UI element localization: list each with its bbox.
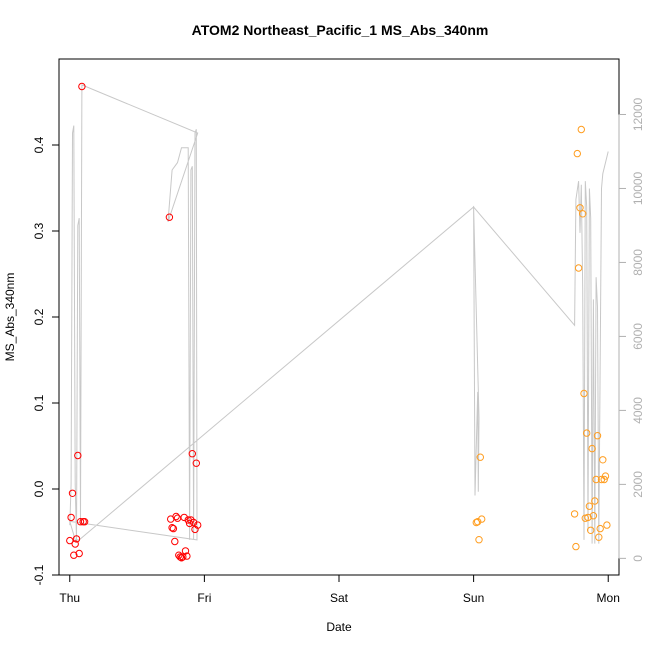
data-point-s1-8 [75, 549, 83, 558]
data-point-s2-12 [579, 210, 587, 218]
data-point-s2-1 [472, 518, 480, 527]
y2-tick-label: 12000 [631, 97, 645, 131]
y-tick-label: 0.4 [32, 136, 46, 153]
data-point-s1-10 [78, 82, 86, 91]
x-axis: Thu Fri Sat Sun Mon [59, 574, 620, 605]
y-tick-label: 0.2 [32, 308, 46, 325]
x-tick-label: Sat [330, 591, 349, 605]
data-point-s1-2 [67, 513, 75, 522]
data-point-s1-34 [194, 521, 202, 529]
data-point-s1-17 [171, 537, 179, 546]
data-point-s2-28 [600, 475, 608, 484]
y2-tick-label: 4000 [631, 397, 645, 424]
data-point-s1-30 [188, 450, 197, 458]
data-point-s2-20 [589, 512, 598, 520]
y2-tick-label: 8000 [631, 249, 645, 276]
data-point-s1-16 [169, 524, 178, 533]
x-tick-label: Sun [463, 591, 484, 605]
y-tick-label: 0.3 [32, 222, 46, 239]
data-point-s2-21 [591, 497, 599, 505]
y-tick-label: 0.0 [32, 480, 46, 497]
data-point-s2-23 [593, 432, 602, 440]
data-point-s1-26 [183, 552, 191, 560]
data-point-s2-16 [584, 513, 592, 522]
data-point-s2-27 [599, 456, 607, 464]
data-point-s1-1 [66, 536, 74, 545]
data-point-s2-29 [601, 472, 610, 480]
data-point-s1-31 [189, 518, 198, 527]
data-point-s2-6 [570, 510, 579, 518]
data-point-s2-2 [474, 518, 482, 526]
data-point-s2-17 [585, 502, 594, 510]
data-point-s2-30 [603, 521, 611, 529]
y-tick-label: -0.1 [32, 564, 46, 585]
data-point-s2-24 [595, 533, 603, 541]
data-point-s2-25 [596, 524, 604, 533]
data-point-s2-7 [572, 542, 580, 551]
data-point-s1-28 [185, 519, 194, 528]
data-point-s1-3 [68, 489, 77, 497]
x-tick-label: Thu [59, 591, 80, 605]
data-point-s2-11 [577, 125, 585, 134]
y2-tick-label: 10000 [631, 171, 645, 205]
y2-tick-label: 0 [631, 555, 645, 562]
altitude-line [69, 84, 609, 544]
data-point-s1-4 [70, 551, 78, 559]
y2-tick-label: 6000 [631, 323, 645, 350]
y2-tick-label: 2000 [631, 471, 645, 498]
data-point-s2-10 [576, 204, 584, 212]
chart-title: ATOM2 Northeast_Pacific_1 MS_Abs_340nm [192, 22, 489, 38]
y-tick-label: 0.1 [32, 394, 46, 411]
x-tick-label: Fri [197, 591, 211, 605]
data-point-s1-25 [181, 547, 190, 555]
data-point-s1-24 [180, 513, 188, 522]
data-point-s2-5 [478, 515, 486, 523]
data-point-s1-23 [179, 553, 187, 561]
data-point-s1-15 [168, 524, 176, 532]
x-axis-label: Date [326, 620, 352, 634]
data-point-s2-9 [574, 264, 583, 272]
data-point-s1-13 [165, 213, 174, 221]
data-point-s1-12 [80, 518, 89, 526]
y-axis-left: -0.1 0.0 0.1 0.2 0.3 0.4 [32, 136, 60, 585]
points-layer [66, 82, 611, 562]
data-point-s2-22 [592, 475, 600, 484]
data-point-s1-18 [172, 512, 180, 521]
data-point-s2-3 [475, 536, 483, 544]
data-point-s2-13 [580, 389, 588, 398]
data-point-s1-6 [72, 535, 81, 543]
data-point-s1-22 [177, 554, 186, 562]
data-point-s2-18 [587, 526, 595, 534]
data-point-s2-15 [583, 429, 591, 437]
data-point-s1-9 [76, 518, 85, 526]
data-point-s1-7 [74, 451, 82, 460]
y-axis-label: MS_Abs_340nm [3, 273, 17, 362]
data-point-s2-19 [588, 444, 596, 453]
y-axis-right: 0 2000 4000 6000 8000 10000 12000 [618, 97, 645, 562]
altitude-line-layer [69, 84, 609, 544]
data-point-s2-8 [573, 149, 581, 158]
data-point-s1-33 [192, 459, 201, 467]
x-tick-label: Mon [597, 591, 620, 605]
data-point-s1-5 [71, 540, 79, 548]
data-point-s2-4 [476, 453, 484, 461]
